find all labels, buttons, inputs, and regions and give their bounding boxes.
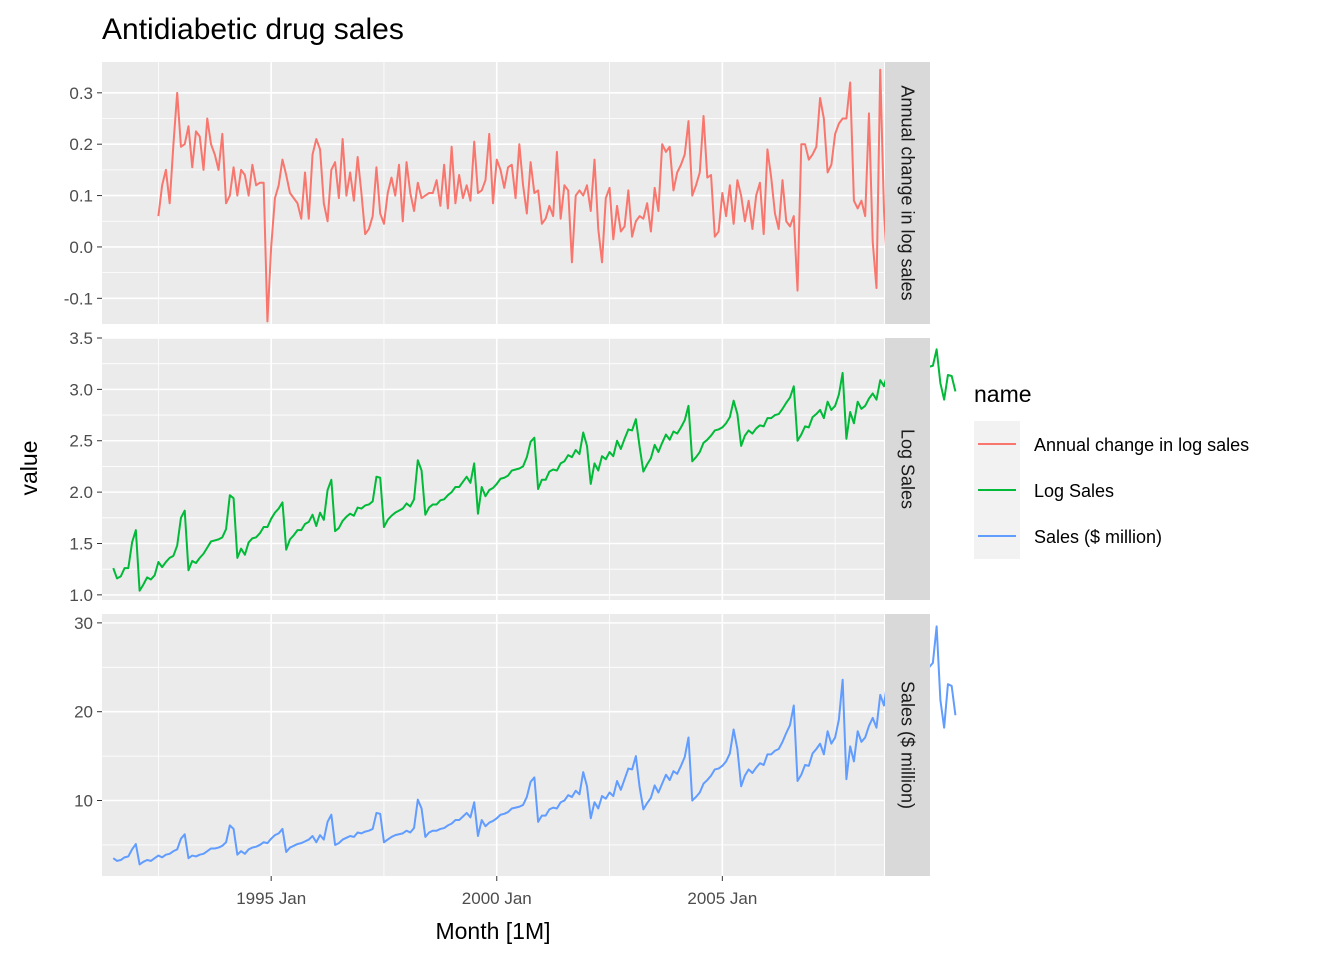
panel-2: 1.0 1.5 2.0 2.5 3.0 3.5 Log Sales [69, 329, 957, 605]
panel-background [102, 614, 884, 876]
y-tick-label: 1.5 [69, 534, 93, 553]
x-axis: 1995 Jan 2000 Jan 2005 Jan [236, 876, 757, 908]
y-tick-label: 0.3 [69, 84, 93, 103]
y-tick-label: 30 [74, 614, 93, 633]
legend-label: Sales ($ million) [1034, 527, 1162, 547]
panel-strip [885, 338, 930, 600]
legend-item: Annual change in log sales [974, 421, 1249, 467]
panel-strip [885, 62, 930, 324]
series-line [157, 68, 889, 323]
legend-title: name [974, 381, 1032, 407]
legend-item: Log Sales [974, 467, 1114, 513]
legend-items: Annual change in log sales Log Sales Sales… [974, 421, 1249, 559]
y-axis-title: value [16, 441, 42, 496]
series-line [112, 625, 957, 866]
panel-strip-label: Annual change in log sales [898, 85, 918, 300]
y-tick-label: 0.0 [69, 238, 93, 257]
y-tick-label: 3.0 [69, 380, 93, 399]
panel-3: 10 20 30 Sales ($ million) [74, 614, 957, 876]
legend: name Annual change in log sales Log Sales… [974, 381, 1249, 559]
legend-label: Annual change in log sales [1034, 435, 1249, 455]
panel-strip [885, 614, 930, 876]
y-tick-label: 10 [74, 792, 93, 811]
y-tick-label: 0.1 [69, 187, 93, 206]
series-line [112, 348, 957, 592]
y-tick-label: 1.0 [69, 586, 93, 605]
x-tick-label: 2005 Jan [687, 889, 757, 908]
x-tick-label: 2000 Jan [462, 889, 532, 908]
panels: -0.1 0.0 0.1 0.2 0.3 Annual change in log sal… [64, 62, 957, 876]
y-tick-label: 3.5 [69, 329, 93, 348]
x-axis-title: Month [1M] [435, 918, 550, 944]
x-tick-label: 1995 Jan [236, 889, 306, 908]
y-tick-label: 0.2 [69, 135, 93, 154]
legend-item: Sales ($ million) [974, 513, 1162, 559]
y-tick-label: 2.0 [69, 483, 93, 502]
panel-strip-label: Log Sales [898, 429, 918, 509]
panel-strip-label: Sales ($ million) [898, 681, 918, 809]
panel-background [102, 338, 884, 600]
y-tick-label: 20 [74, 703, 93, 722]
legend-label: Log Sales [1034, 481, 1114, 501]
chart-title: Antidiabetic drug sales [102, 13, 404, 46]
panel-1: -0.1 0.0 0.1 0.2 0.3 Annual change in log sal… [64, 62, 930, 324]
y-tick-label: 2.5 [69, 432, 93, 451]
y-tick-label: -0.1 [64, 289, 93, 308]
